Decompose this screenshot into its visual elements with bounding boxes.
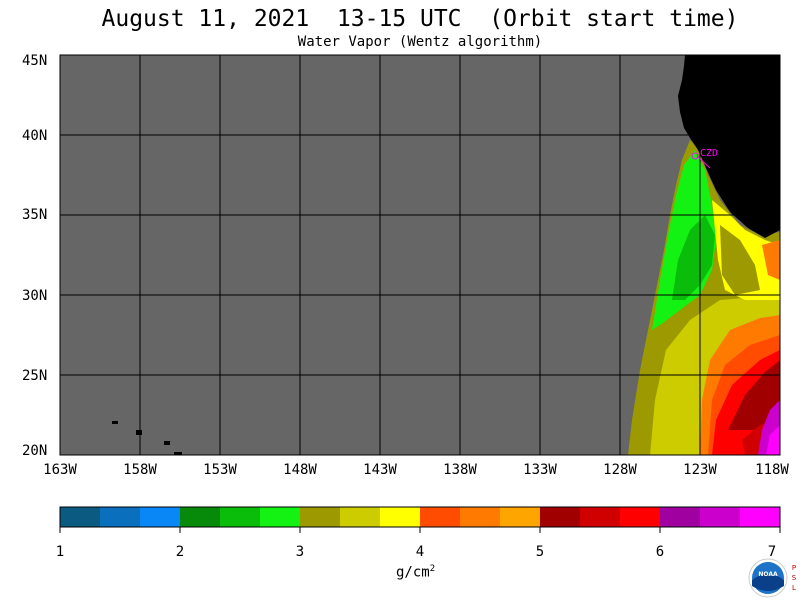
lon-label: 143W [363, 462, 397, 478]
noaa-logo: NOAA P S L [748, 558, 797, 598]
logo-side-text: L [792, 584, 796, 592]
colorbar-swatch [700, 507, 741, 527]
lon-label: 163W [43, 462, 77, 478]
colorbar-swatch [380, 507, 421, 527]
lat-label: 20N [22, 443, 48, 459]
colorbar-swatch [100, 507, 141, 527]
lon-label: 133W [523, 462, 557, 478]
logo-side-text: S [792, 574, 797, 582]
colorbar-swatch [420, 507, 461, 527]
land-mass [678, 55, 780, 238]
colorbar-swatch [580, 507, 621, 527]
lon-label: 138W [443, 462, 477, 478]
colorbar-swatch [660, 507, 701, 527]
station-marker: CZD [691, 148, 718, 169]
map-subtitle: Water Vapor (Wentz algorithm) [297, 34, 543, 50]
map-title: August 11, 2021 13-15 UTC (Orbit start t… [101, 6, 739, 32]
lat-label: 30N [22, 288, 48, 304]
lon-label: 158W [123, 462, 157, 478]
lon-label: 148W [283, 462, 317, 478]
logo-side-text: P [792, 564, 796, 572]
colorbar-tick: 2 [175, 544, 185, 560]
lat-label: 25N [22, 368, 48, 384]
colorbar-tick: 5 [535, 544, 545, 560]
colorbar [59, 506, 781, 533]
colorbar-swatch [340, 507, 381, 527]
colorbar-swatch [300, 507, 341, 527]
lon-label: 118W [755, 462, 789, 478]
lat-label: 45N [22, 53, 48, 69]
unit-superscript: 2 [429, 564, 436, 574]
logo-text: NOAA [758, 571, 778, 578]
colorbar-tick: 4 [415, 544, 425, 560]
colorbar-swatch [540, 507, 581, 527]
colorbar-swatch [180, 507, 221, 527]
lon-label: 153W [203, 462, 237, 478]
lat-label: 40N [22, 128, 48, 144]
lon-label: 123W [683, 462, 717, 478]
colorbar-swatch [620, 507, 661, 527]
hawaiian-islands [112, 421, 182, 455]
colorbar-swatch [60, 507, 101, 527]
colorbar-swatch [260, 507, 301, 527]
lat-label: 35N [22, 207, 48, 223]
colorbar-swatch [500, 507, 541, 527]
station-label: CZD [700, 148, 718, 159]
unit-text: g/cm [396, 564, 430, 581]
colorbar-swatch [740, 507, 781, 527]
colorbar-tick: 3 [295, 544, 305, 560]
colorbar-swatch [220, 507, 261, 527]
colorbar-tick: 7 [767, 544, 777, 560]
colorbar-swatch [460, 507, 501, 527]
map-frame [59, 54, 781, 456]
colorbar-tick: 1 [55, 544, 65, 560]
colorbar-swatch [140, 507, 181, 527]
lon-label: 128W [603, 462, 637, 478]
colorbar-unit: g/cm2 [396, 564, 435, 581]
colorbar-tick: 6 [655, 544, 665, 560]
